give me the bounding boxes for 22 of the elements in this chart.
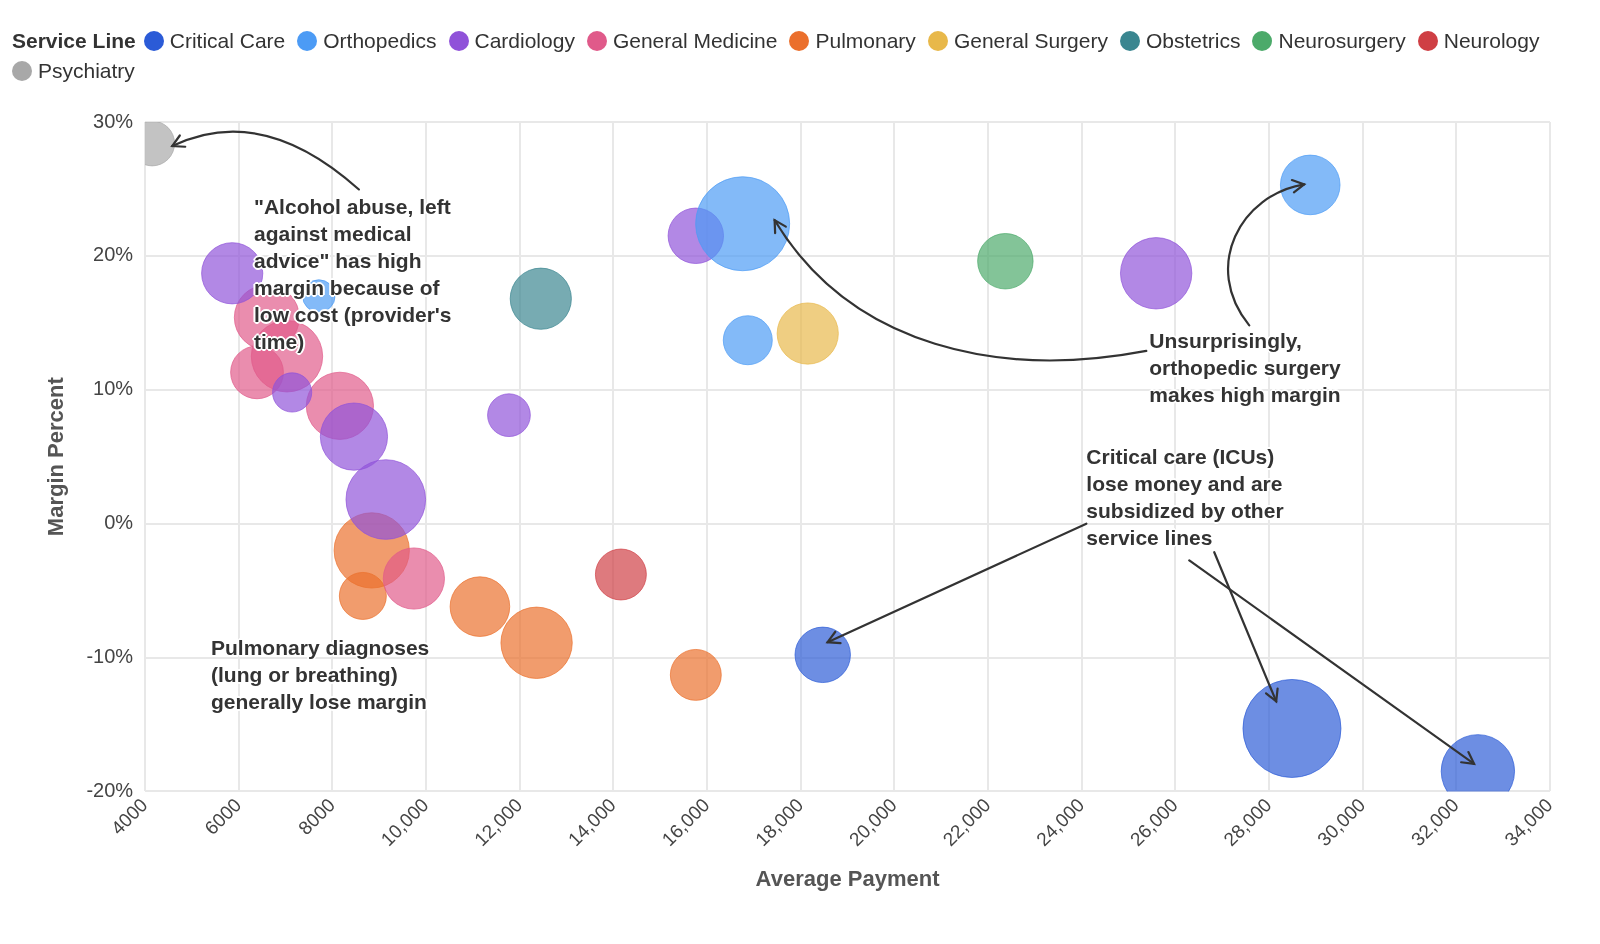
annotation: Unsurprisingly, orthopedic surgery makes high margin: [1149, 328, 1342, 409]
y-tick-label: 20%: [93, 243, 134, 266]
y-tick-label: -20%: [86, 778, 134, 801]
x-axis-title: Average Payment: [755, 865, 941, 891]
legend-label: Pulmonary: [814, 28, 916, 54]
legend-label: General Medicine: [611, 28, 778, 54]
y-axis-title: Margin Percent: [43, 376, 69, 537]
legend-title: Service Line: [12, 29, 136, 52]
legend-label: Psychiatry: [37, 58, 135, 84]
y-tick-label: 10%: [93, 377, 134, 400]
annotation: Pulmonary diagnoses (lung or breathing) generally lose margin: [211, 635, 431, 715]
y-tick-label: 0%: [104, 511, 134, 534]
legend-label: Orthopedics: [322, 28, 437, 54]
legend-label: Obstetrics: [1144, 28, 1241, 54]
legend-label: Neurology: [1442, 28, 1540, 54]
legend-label: Cardiology: [473, 28, 575, 54]
y-tick-label: -10%: [86, 645, 134, 668]
y-tick-label: 30%: [93, 109, 134, 132]
legend-label: Neurosurgery: [1277, 28, 1406, 54]
legend-label: Critical Care: [168, 28, 286, 54]
annotation: Critical care (ICUs) lose money and are subsidized by other service lines: [1086, 443, 1285, 551]
legend-label: General Surgery: [952, 28, 1108, 54]
